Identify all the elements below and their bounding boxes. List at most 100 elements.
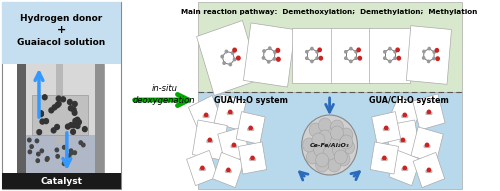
Circle shape	[40, 149, 43, 153]
Bar	[16, 64, 104, 174]
Circle shape	[309, 123, 322, 137]
Polygon shape	[236, 112, 265, 144]
Circle shape	[358, 56, 362, 60]
Circle shape	[318, 118, 332, 132]
Circle shape	[433, 57, 435, 60]
Circle shape	[430, 112, 432, 114]
Circle shape	[68, 100, 72, 104]
Circle shape	[268, 47, 271, 49]
Circle shape	[426, 170, 428, 172]
Circle shape	[428, 47, 430, 50]
Polygon shape	[218, 127, 250, 163]
Circle shape	[236, 56, 240, 60]
Circle shape	[52, 128, 56, 133]
Circle shape	[249, 126, 252, 130]
Circle shape	[36, 152, 40, 156]
Circle shape	[350, 60, 352, 63]
Circle shape	[328, 133, 340, 147]
Polygon shape	[212, 152, 244, 188]
Circle shape	[396, 48, 400, 52]
Circle shape	[323, 146, 336, 160]
Circle shape	[68, 106, 73, 111]
Circle shape	[228, 112, 230, 114]
Circle shape	[231, 145, 233, 147]
Polygon shape	[389, 150, 420, 186]
Circle shape	[204, 168, 206, 170]
Circle shape	[207, 115, 209, 117]
Text: +: +	[56, 25, 66, 35]
Circle shape	[311, 47, 313, 50]
Circle shape	[228, 110, 232, 114]
Bar	[198, 2, 462, 92]
Circle shape	[274, 51, 276, 53]
Circle shape	[319, 56, 322, 60]
Circle shape	[63, 161, 66, 165]
Circle shape	[76, 123, 80, 129]
Text: in-situ: in-situ	[152, 83, 178, 92]
Circle shape	[384, 57, 386, 59]
Bar	[26, 64, 94, 174]
Circle shape	[38, 111, 44, 116]
Circle shape	[252, 128, 254, 130]
Circle shape	[76, 120, 82, 125]
Circle shape	[62, 162, 66, 165]
Circle shape	[70, 129, 76, 134]
Circle shape	[426, 143, 428, 147]
Circle shape	[302, 115, 358, 175]
Bar	[2, 2, 120, 189]
Bar	[26, 135, 94, 173]
Circle shape	[402, 138, 404, 142]
Circle shape	[56, 155, 59, 158]
Circle shape	[435, 49, 438, 52]
Circle shape	[276, 49, 280, 52]
Text: deoxygenation: deoxygenation	[133, 96, 196, 104]
Circle shape	[211, 140, 212, 142]
Circle shape	[68, 154, 71, 158]
Circle shape	[40, 119, 44, 124]
Circle shape	[36, 139, 38, 143]
Circle shape	[328, 158, 340, 172]
Polygon shape	[330, 28, 372, 83]
Circle shape	[232, 52, 234, 54]
Circle shape	[382, 156, 386, 160]
Circle shape	[424, 145, 426, 147]
Circle shape	[200, 168, 202, 170]
Circle shape	[306, 150, 320, 164]
Circle shape	[62, 146, 66, 149]
Circle shape	[403, 113, 406, 117]
Circle shape	[357, 48, 360, 52]
Circle shape	[350, 47, 352, 50]
Circle shape	[394, 57, 396, 59]
Circle shape	[235, 145, 237, 147]
Circle shape	[223, 62, 226, 64]
Polygon shape	[370, 28, 410, 83]
Circle shape	[208, 138, 212, 142]
Polygon shape	[372, 112, 400, 144]
Circle shape	[55, 103, 60, 108]
Circle shape	[268, 61, 270, 63]
Polygon shape	[188, 96, 224, 134]
Circle shape	[55, 148, 58, 152]
Circle shape	[386, 158, 388, 160]
Circle shape	[276, 57, 280, 61]
Circle shape	[337, 152, 350, 166]
Circle shape	[330, 126, 344, 140]
Circle shape	[430, 170, 432, 172]
Circle shape	[207, 140, 209, 142]
Circle shape	[428, 110, 430, 114]
Circle shape	[382, 158, 384, 160]
Circle shape	[36, 159, 40, 163]
Circle shape	[66, 124, 70, 129]
Circle shape	[230, 170, 232, 172]
Text: Ce-Fe/Al₂O₃: Ce-Fe/Al₂O₃	[310, 142, 350, 147]
Circle shape	[342, 140, 354, 154]
Circle shape	[400, 140, 402, 142]
Circle shape	[402, 115, 404, 117]
Text: GUA/CH₂O system: GUA/CH₂O system	[368, 96, 448, 104]
Circle shape	[344, 51, 347, 53]
Polygon shape	[413, 94, 445, 130]
Circle shape	[37, 130, 42, 135]
Circle shape	[402, 168, 404, 170]
Circle shape	[201, 166, 204, 170]
Polygon shape	[411, 127, 443, 163]
